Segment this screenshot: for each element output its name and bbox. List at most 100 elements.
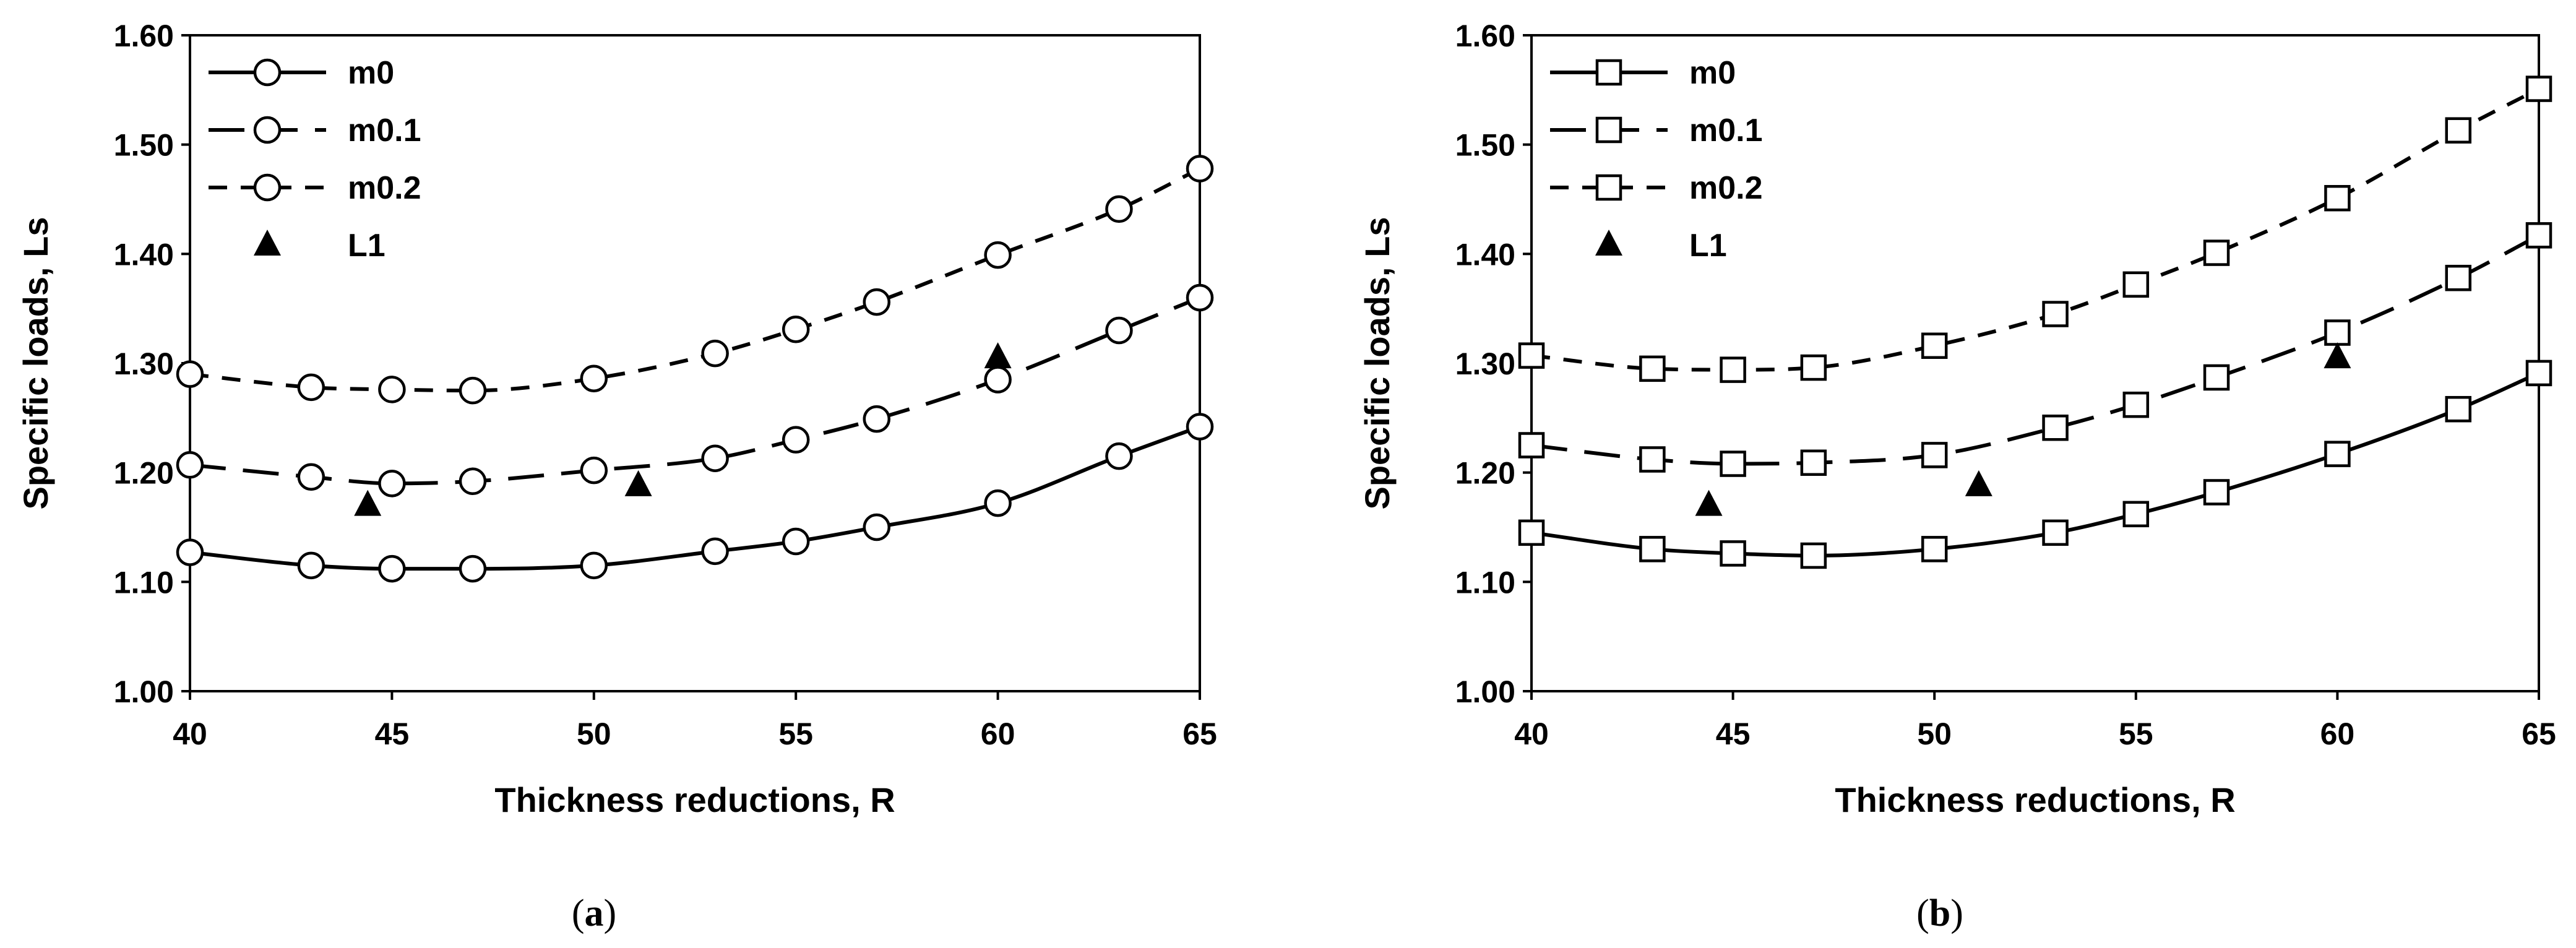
data-point-triangle (984, 342, 1012, 369)
data-point-circle (378, 376, 406, 403)
series-line (1531, 233, 2540, 466)
series-line (1531, 87, 2540, 372)
data-point-triangle (2324, 342, 2351, 369)
data-point-circle (1186, 283, 1214, 312)
data-point-circle (1186, 413, 1214, 441)
y-tick-label: 1.60 (1455, 19, 1515, 53)
data-point-square (2042, 414, 2069, 441)
data-point-square (1518, 519, 1545, 546)
x-tick-label: 65 (1182, 717, 1217, 751)
data-point-circle (782, 527, 810, 556)
data-point-circle (459, 554, 487, 583)
data-point-circle (1105, 442, 1133, 470)
data-point-circle (1186, 155, 1214, 183)
data-point-square (2445, 264, 2472, 291)
data-point-square (2324, 441, 2351, 467)
x-tick-label: 55 (778, 717, 813, 751)
legend-marker-circle (253, 173, 282, 202)
legend-marker-square (1595, 59, 1622, 86)
y-tick-label: 1.00 (1455, 674, 1515, 709)
legend-label: m0 (1689, 55, 1736, 91)
data-point-square (2122, 391, 2150, 418)
legend-label: m0.1 (348, 113, 421, 149)
data-point-square (2122, 501, 2150, 528)
y-tick-label: 1.50 (1455, 128, 1515, 163)
data-point-square (2445, 395, 2472, 423)
panel-caption: (a) (572, 892, 616, 934)
data-point-circle (378, 554, 406, 583)
legend-label: L1 (348, 228, 386, 264)
legend: m0 m0.1 m0.2 L1 (209, 55, 421, 264)
x-tick-label: 40 (173, 717, 207, 751)
x-tick-label: 45 (375, 717, 410, 751)
y-tick-label: 1.20 (1455, 456, 1515, 491)
x-tick-label: 65 (2522, 717, 2556, 751)
data-point-circle (297, 463, 325, 491)
caption-open: ( (1916, 892, 1929, 934)
y-tick-label: 1.40 (1455, 237, 1515, 272)
y-tick-label: 1.30 (1455, 347, 1515, 381)
data-point-square (2203, 364, 2230, 391)
series-m0 (176, 413, 1214, 583)
x-tick-label: 50 (1917, 717, 1952, 751)
legend-marker-square (1595, 174, 1622, 201)
x-axis-title: Thickness reductions, R (494, 780, 895, 819)
data-point-circle (176, 451, 204, 479)
data-point-circle (297, 373, 325, 402)
legend-item: m0 (209, 55, 394, 91)
x-tick-label: 45 (1716, 717, 1751, 751)
data-point-circle (580, 364, 608, 392)
data-point-square (2525, 360, 2552, 387)
data-point-square (2445, 117, 2472, 144)
legend-label: m0.1 (1689, 113, 1763, 149)
data-point-triangle (624, 470, 652, 496)
series-m0-2 (1518, 75, 2552, 383)
data-point-circle (459, 467, 487, 496)
data-point-triangle (354, 489, 382, 516)
data-point-square (2203, 479, 2230, 506)
caption-close: ) (1950, 892, 1963, 934)
series-L1 (1695, 342, 2351, 516)
data-point-square (2324, 319, 2351, 346)
x-axis: 40 45 50 55 60 65 (173, 691, 1217, 751)
data-point-circle (580, 551, 608, 580)
data-point-circle (701, 444, 729, 472)
data-point-square (1720, 540, 1746, 567)
legend-label: m0 (348, 55, 394, 91)
data-point-square (2525, 75, 2552, 102)
y-tick-label: 1.40 (114, 237, 174, 272)
x-tick-label: 60 (2320, 717, 2355, 751)
x-axis: 40 45 50 55 60 65 (1514, 691, 2556, 751)
legend-marker-circle (253, 58, 282, 87)
legend-item: m0.2 (1550, 170, 1763, 206)
y-tick-label: 1.10 (1455, 565, 1515, 600)
legend-marker-circle (253, 116, 282, 144)
data-point-circle (863, 513, 891, 541)
data-point-circle (863, 288, 891, 316)
data-point-square (1800, 449, 1827, 476)
data-point-circle (378, 470, 406, 498)
series-line (189, 424, 1201, 571)
data-point-circle (297, 551, 325, 580)
data-point-circle (701, 537, 729, 566)
legend: m0 m0.1 m0.2 L1 (1550, 55, 1763, 264)
data-point-square (1800, 542, 1827, 569)
series-m0-1 (176, 283, 1214, 498)
series-L1 (354, 342, 1012, 516)
data-point-square (1639, 446, 1666, 473)
data-point-square (1639, 536, 1666, 562)
data-point-square (1921, 442, 1948, 468)
series-line (189, 296, 1201, 486)
x-axis-title: Thickness reductions, R (1835, 780, 2235, 819)
y-tick-label: 1.60 (114, 19, 174, 53)
data-point-square (2042, 301, 2069, 327)
data-point-square (1720, 450, 1746, 477)
y-tick-label: 1.10 (114, 565, 174, 600)
data-point-square (1720, 356, 1746, 383)
plot-frame (189, 34, 1201, 692)
data-point-square (2324, 184, 2351, 212)
data-point-circle (701, 339, 729, 368)
data-point-square (2203, 239, 2230, 266)
chart-panel-b: 1.00 1.10 1.20 1.30 1.40 1.50 1.60 40 45 50 55 60 65… (1358, 19, 2556, 934)
